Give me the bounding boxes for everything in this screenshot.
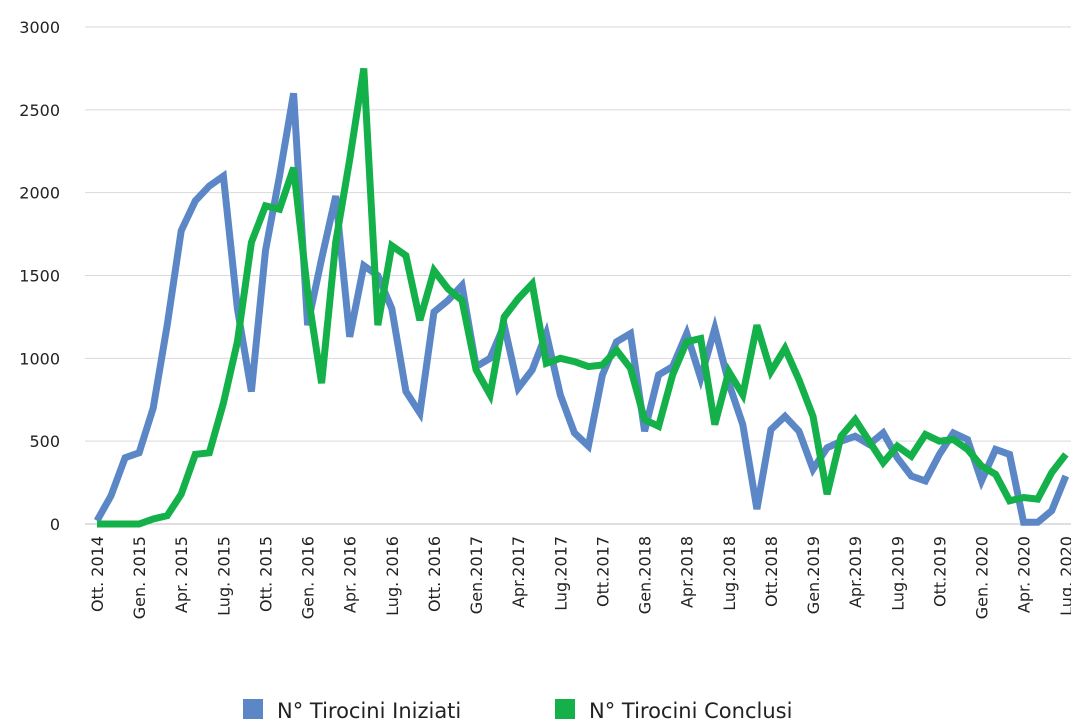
x-tick-label: Apr.2017 [509,536,528,608]
x-tick-label: Gen.2018 [636,536,655,614]
x-tick-label: Ott.2017 [593,536,612,607]
x-tick-label: Lug.2019 [888,536,907,611]
x-tick-label: Lug. 2016 [383,536,402,616]
series-line [93,92,1070,526]
x-tick-label: Gen. 2016 [299,536,318,619]
x-tick-label: Ott.2018 [762,536,781,607]
x-tick-label: Apr. 2015 [172,536,191,613]
x-tick-label: Ott.2019 [930,536,949,607]
x-tick-label: Gen. 2020 [973,536,992,619]
y-tick-label: 1000 [19,349,60,368]
y-tick-label: 1500 [19,267,60,286]
y-tick-label: 2500 [19,101,60,120]
x-tick-label: Lug.2018 [720,536,739,611]
x-tick-label: Ott. 2014 [88,536,107,612]
x-tick-label: Gen.2017 [467,536,486,614]
legend-label: N° Tirocini Conclusi [589,699,792,721]
x-tick-label: Apr. 2016 [341,536,360,613]
y-tick-label: 0 [50,515,60,534]
y-tick-label: 3000 [19,18,60,37]
x-tick-label: Lug. 2015 [214,536,233,616]
x-tick-label: Apr.2019 [846,536,865,608]
x-tick-label: Lug.2017 [551,536,570,611]
y-tick-label: 2000 [19,184,60,203]
x-tick-label: Ott. 2016 [425,536,444,612]
x-tick-label: Gen. 2015 [130,536,149,619]
x-tick-label: Ott. 2015 [256,536,275,612]
x-tick-label: Gen.2019 [804,536,823,614]
series-line [97,67,1069,528]
x-tick-label: Apr.2018 [678,536,697,608]
legend-label: N° Tirocini Iniziati [277,699,461,721]
legend-swatch [555,699,575,719]
y-tick-label: 500 [29,432,60,451]
x-tick-label: Apr. 2020 [1015,536,1034,613]
x-tick-label: Lug. 2020 [1057,536,1071,616]
legend-swatch [243,699,263,719]
